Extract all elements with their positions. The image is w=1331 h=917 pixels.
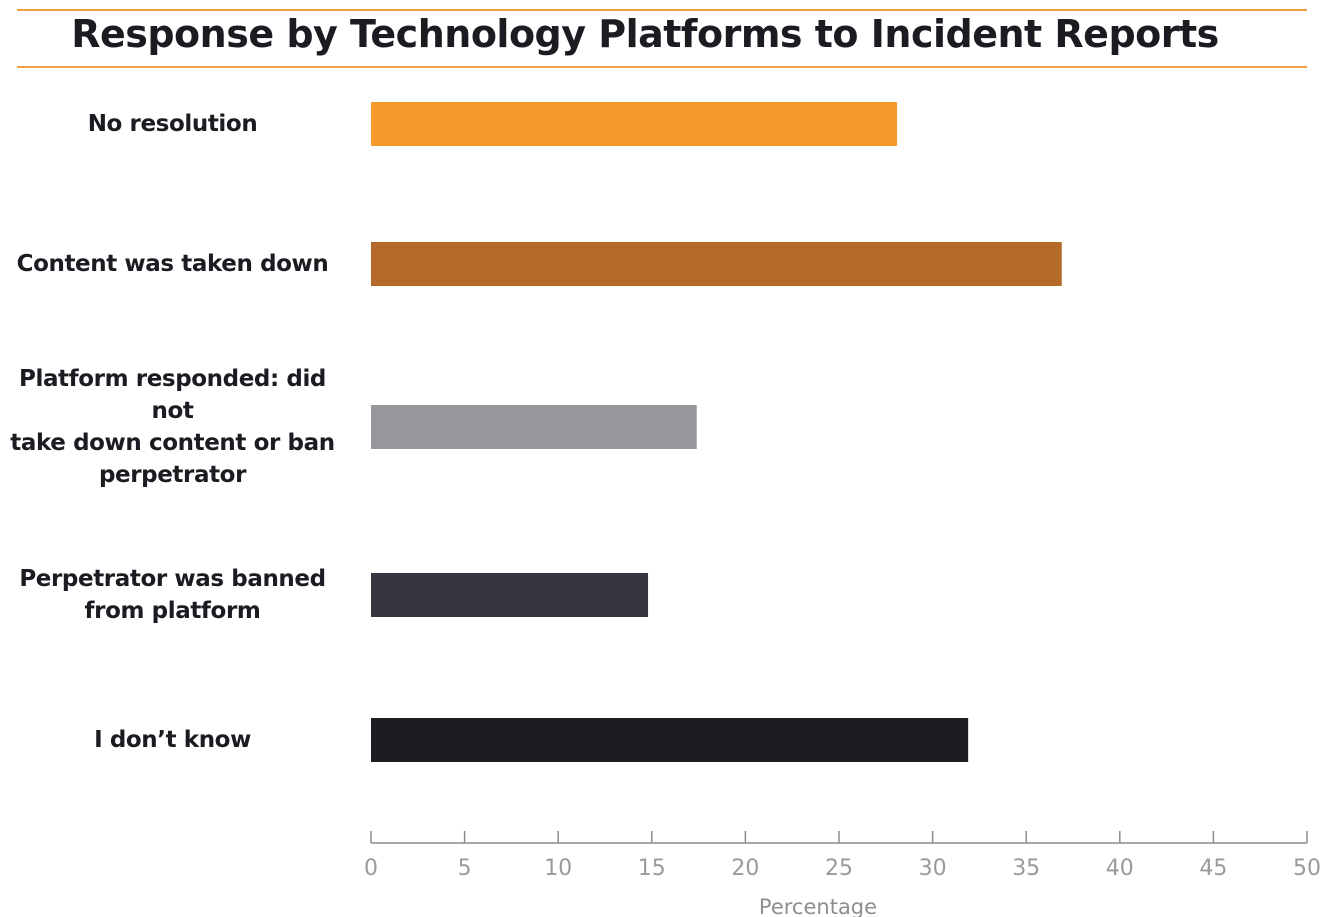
x-tick-label-8: 40 [1106,856,1134,881]
bar-2 [371,405,697,449]
x-axis: 0 5 10 15 20 25 30 35 40 45 50 [364,831,1321,881]
category-label-1: Content was taken down [16,251,329,277]
x-tick-label-1: 5 [458,856,472,881]
bar-3 [371,573,649,617]
x-tick-label-0: 0 [364,856,378,881]
x-tick-label-3: 15 [638,856,666,881]
bar-4 [371,718,969,762]
bar-1 [371,242,1062,286]
x-tick-label-6: 30 [919,856,947,881]
x-tick-label-4: 20 [731,856,759,881]
category-label-3: Perpetrator was banned from platform [19,566,326,624]
x-tick-label-5: 25 [825,856,853,881]
bars-group [371,102,1062,762]
title-bottom-rule [17,66,1307,68]
category-label-4: I don’t know [94,727,251,753]
chart-title: Response by Technology Platforms to Inci… [71,12,1219,56]
category-label-2: Platform responded: did not take down co… [10,366,335,488]
x-tick-label-2: 10 [544,856,572,881]
x-tick-label-10: 50 [1293,856,1321,881]
x-axis-label: Percentage [759,895,877,917]
category-label-0: No resolution [87,111,258,137]
bar-0 [371,102,898,146]
x-tick-label-9: 45 [1199,856,1227,881]
title-top-rule [17,9,1307,11]
x-tick-label-7: 35 [1012,856,1040,881]
